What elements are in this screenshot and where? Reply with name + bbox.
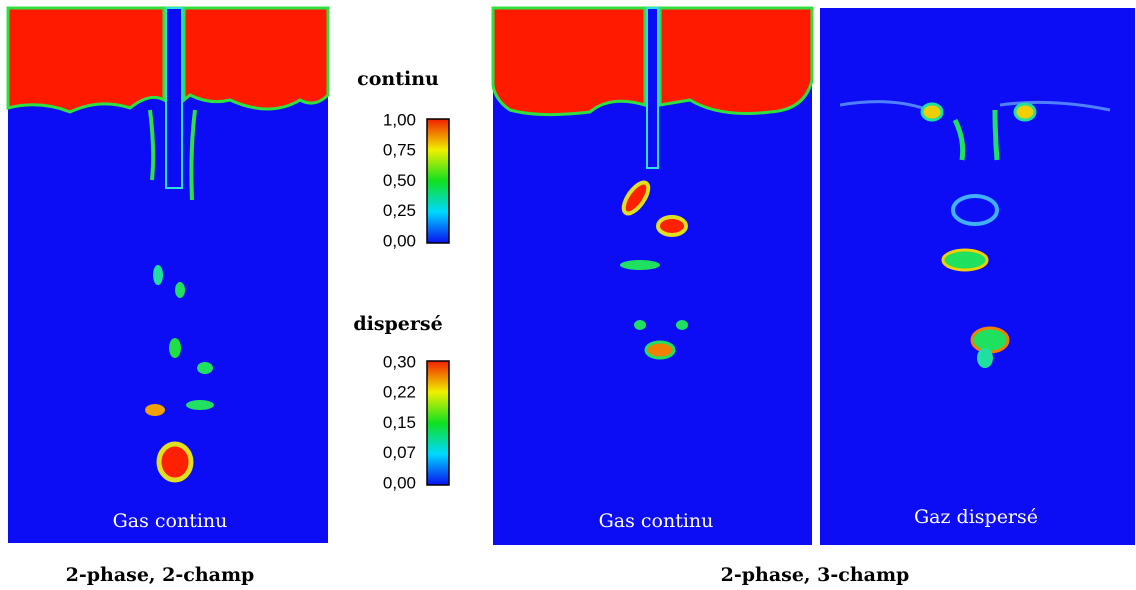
colorbar-tick-label: 0,75	[383, 141, 416, 160]
colorbar	[426, 118, 450, 244]
colorbar	[426, 360, 450, 486]
colorbar-title: continu	[357, 68, 439, 90]
colorbar-tick-label: 1,00	[383, 110, 416, 129]
colorbar-tick-label: 0,50	[383, 171, 416, 190]
colorbar-tick-label: 0,22	[383, 383, 416, 402]
panel-label: Gaz dispersé	[914, 506, 1038, 528]
colorbar-tick-label: 0,00	[383, 473, 416, 492]
colorbar-tick-label: 0,15	[383, 413, 416, 432]
colorbar-tick-label: 0,25	[383, 201, 416, 220]
panel-continuous-3field: Gas continu	[491, 6, 814, 545]
caption: 2-phase, 3-champ	[721, 564, 910, 586]
panel-dispersed-3field: Gaz dispersé	[820, 8, 1135, 545]
colorbar-tick-label: 0,30	[383, 352, 416, 371]
colorbar-title: dispersé	[353, 313, 442, 335]
panel-label: Gas continu	[599, 510, 714, 532]
panel-label: Gas continu	[113, 510, 228, 532]
panel-continuous-2field: Gas continu	[6, 6, 330, 543]
caption: 2-phase, 2-champ	[66, 564, 255, 586]
colorbar-tick-label: 0,00	[383, 231, 416, 250]
colorbar-tick-label: 0,07	[383, 443, 416, 462]
